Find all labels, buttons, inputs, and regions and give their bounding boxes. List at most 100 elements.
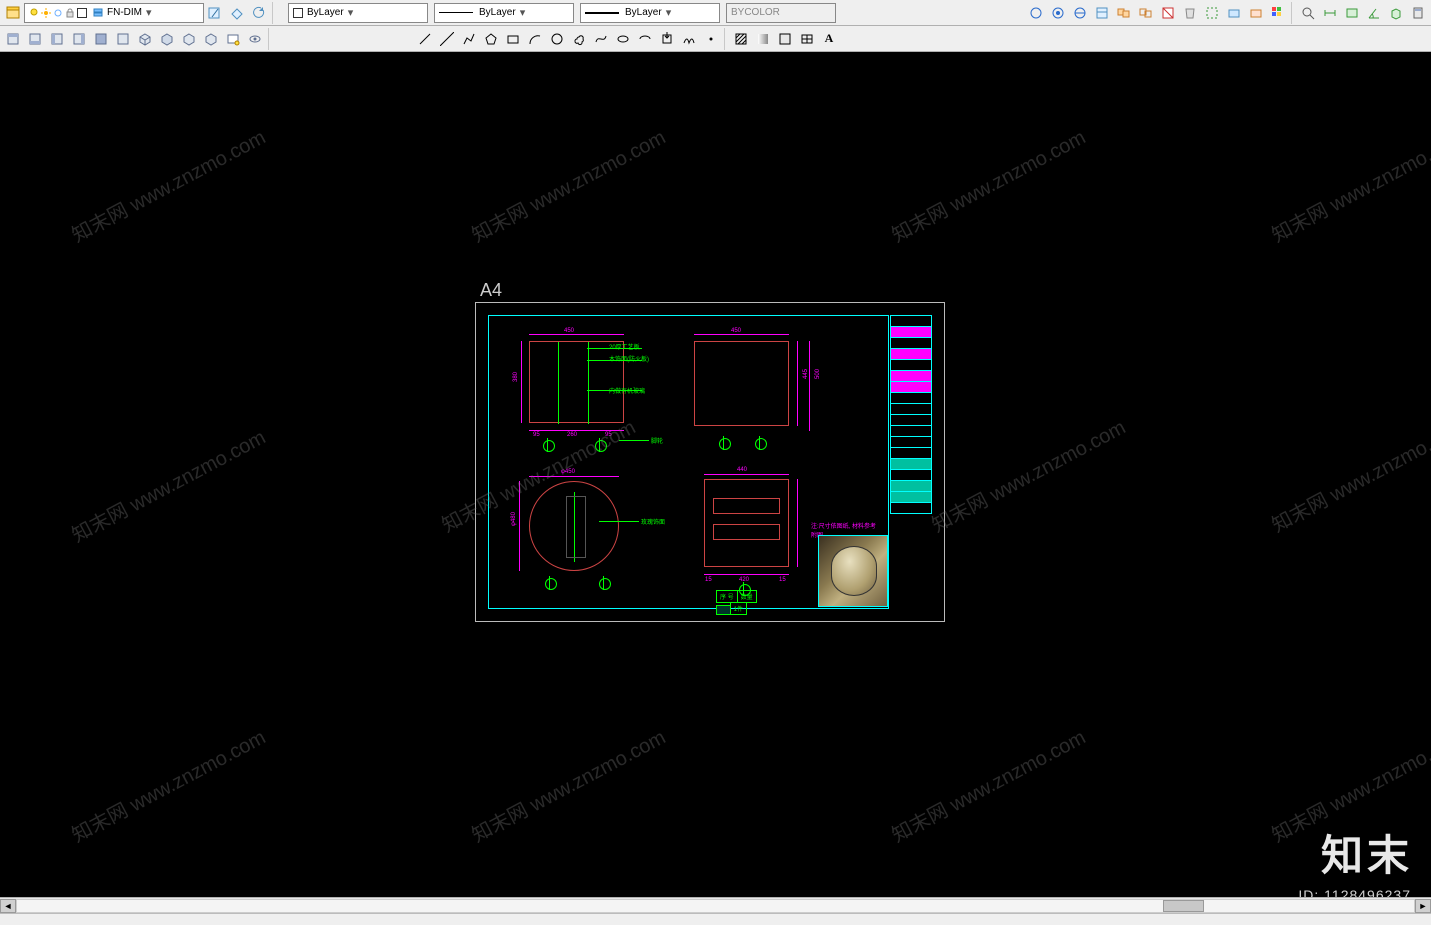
drawing-layout: 450 380 20厚工艺板 木饰面(防火板) 内做有机玻璃 95 260 95… <box>475 302 945 622</box>
box1-icon[interactable] <box>1224 3 1244 23</box>
dim-line <box>519 481 520 571</box>
iso-circle3-icon[interactable] <box>1070 3 1090 23</box>
horizontal-scrollbar[interactable]: ◄ ► <box>0 897 1431 913</box>
properties-toolbar: FN-DIM ▾ ByLayer ▾ ByLayer ▾ ByLayer ▾ B… <box>0 0 1431 26</box>
view-nwiso-icon[interactable] <box>201 29 221 49</box>
dim-line <box>704 574 789 575</box>
dim-label: 95 <box>605 432 612 438</box>
reference-photo <box>818 535 888 607</box>
xline-icon[interactable] <box>437 29 457 49</box>
dim-line <box>521 341 522 423</box>
polygon-icon[interactable] <box>481 29 501 49</box>
measure-area-icon[interactable] <box>1342 3 1362 23</box>
line-icon[interactable] <box>415 29 435 49</box>
hatch-icon[interactable] <box>731 29 751 49</box>
view-symbol <box>755 438 765 448</box>
ellipse-icon[interactable] <box>613 29 633 49</box>
measure-dist-icon[interactable] <box>1320 3 1340 23</box>
dim-label: 15 <box>779 577 786 583</box>
view-symbol <box>599 578 609 588</box>
revcloud-icon[interactable] <box>569 29 589 49</box>
dim-label: 380 <box>513 372 519 382</box>
right-tool-cluster <box>1025 0 1429 25</box>
iso-circle2-icon[interactable] <box>1048 3 1068 23</box>
scroll-right-button[interactable]: ► <box>1415 899 1431 913</box>
chevron-down-icon: ▾ <box>348 6 354 19</box>
lineweight-icon <box>585 12 619 14</box>
sketch-icon[interactable] <box>679 29 699 49</box>
leader-line <box>599 521 639 522</box>
find-icon[interactable] <box>1298 3 1318 23</box>
lineweight-value: ByLayer <box>625 7 662 18</box>
scroll-left-button[interactable]: ◄ <box>0 899 16 913</box>
arc-icon[interactable] <box>525 29 545 49</box>
properties-icon[interactable] <box>1092 3 1112 23</box>
scroll-track[interactable] <box>16 899 1415 913</box>
layer-states-icon[interactable] <box>205 3 225 23</box>
group-icon[interactable] <box>1114 3 1134 23</box>
scroll-thumb[interactable] <box>1163 900 1205 912</box>
clip-icon[interactable] <box>1202 3 1222 23</box>
gradient-icon[interactable] <box>753 29 773 49</box>
dim-label: φ450 <box>561 469 575 475</box>
linetype-icon <box>439 12 473 13</box>
dim-label: 260 <box>567 432 577 438</box>
layer-iso-icon[interactable] <box>227 3 247 23</box>
inner-rect <box>566 496 586 558</box>
measure-angle-icon[interactable] <box>1364 3 1384 23</box>
color-palette-icon[interactable] <box>1268 3 1288 23</box>
table-icon[interactable] <box>797 29 817 49</box>
spline-icon[interactable] <box>591 29 611 49</box>
color-dropdown[interactable]: ByLayer ▾ <box>288 3 428 23</box>
dim-label: 500 <box>815 369 821 379</box>
view-left-icon[interactable] <box>47 29 67 49</box>
dim-label: 15 <box>705 577 712 583</box>
view-seiso-icon[interactable] <box>157 29 177 49</box>
layer-color-icon <box>77 8 87 18</box>
text-icon[interactable]: A <box>819 29 839 49</box>
paper-size-label: A4 <box>480 280 502 301</box>
view-top-icon[interactable] <box>3 29 23 49</box>
point-icon[interactable] <box>701 29 721 49</box>
insert-icon[interactable] <box>657 29 677 49</box>
pline-icon[interactable] <box>459 29 479 49</box>
view-swiso-icon[interactable] <box>135 29 155 49</box>
layer-name: FN-DIM <box>107 7 142 18</box>
circle-icon[interactable] <box>547 29 567 49</box>
plotstyle-value: BYCOLOR <box>731 7 780 18</box>
view-manager-icon[interactable] <box>223 29 243 49</box>
region-icon[interactable] <box>775 29 795 49</box>
rect-icon[interactable] <box>503 29 523 49</box>
lineweight-dropdown[interactable]: ByLayer ▾ <box>580 3 720 23</box>
draw-toolbar: A <box>414 26 840 51</box>
view-front-icon[interactable] <box>91 29 111 49</box>
measure-vol-icon[interactable] <box>1386 3 1406 23</box>
purge-icon[interactable] <box>1180 3 1200 23</box>
layer-properties-icon[interactable] <box>3 3 23 23</box>
iso-circle-icon[interactable] <box>1026 3 1046 23</box>
xref-icon[interactable] <box>1158 3 1178 23</box>
ungroup-icon[interactable] <box>1136 3 1156 23</box>
calc-icon[interactable] <box>1408 3 1428 23</box>
layer-stack-icon <box>93 8 103 18</box>
ellipse-arc-icon[interactable] <box>635 29 655 49</box>
view-back-icon[interactable] <box>113 29 133 49</box>
layer-dropdown[interactable]: FN-DIM ▾ <box>24 3 204 23</box>
dim-line <box>694 334 789 335</box>
linetype-dropdown[interactable]: ByLayer ▾ <box>434 3 574 23</box>
box2-icon[interactable] <box>1246 3 1266 23</box>
title-block <box>890 315 932 609</box>
view-toolbar <box>2 26 266 51</box>
color-swatch-icon <box>293 8 303 18</box>
view-right-icon[interactable] <box>69 29 89 49</box>
layer-prev-icon[interactable] <box>249 3 269 23</box>
orbit-icon[interactable] <box>245 29 265 49</box>
view-neiso-icon[interactable] <box>179 29 199 49</box>
model-space[interactable]: A4 450 380 20厚工艺板 木饰面(防火板) 内做有机玻璃 <box>0 52 1431 895</box>
draw-view-toolbar: A <box>0 26 1431 52</box>
table-cell <box>716 605 731 615</box>
view-bottom-icon[interactable] <box>25 29 45 49</box>
layer-state-icons <box>29 8 103 18</box>
dim-label: 420 <box>739 577 749 583</box>
view-symbol <box>719 438 729 448</box>
